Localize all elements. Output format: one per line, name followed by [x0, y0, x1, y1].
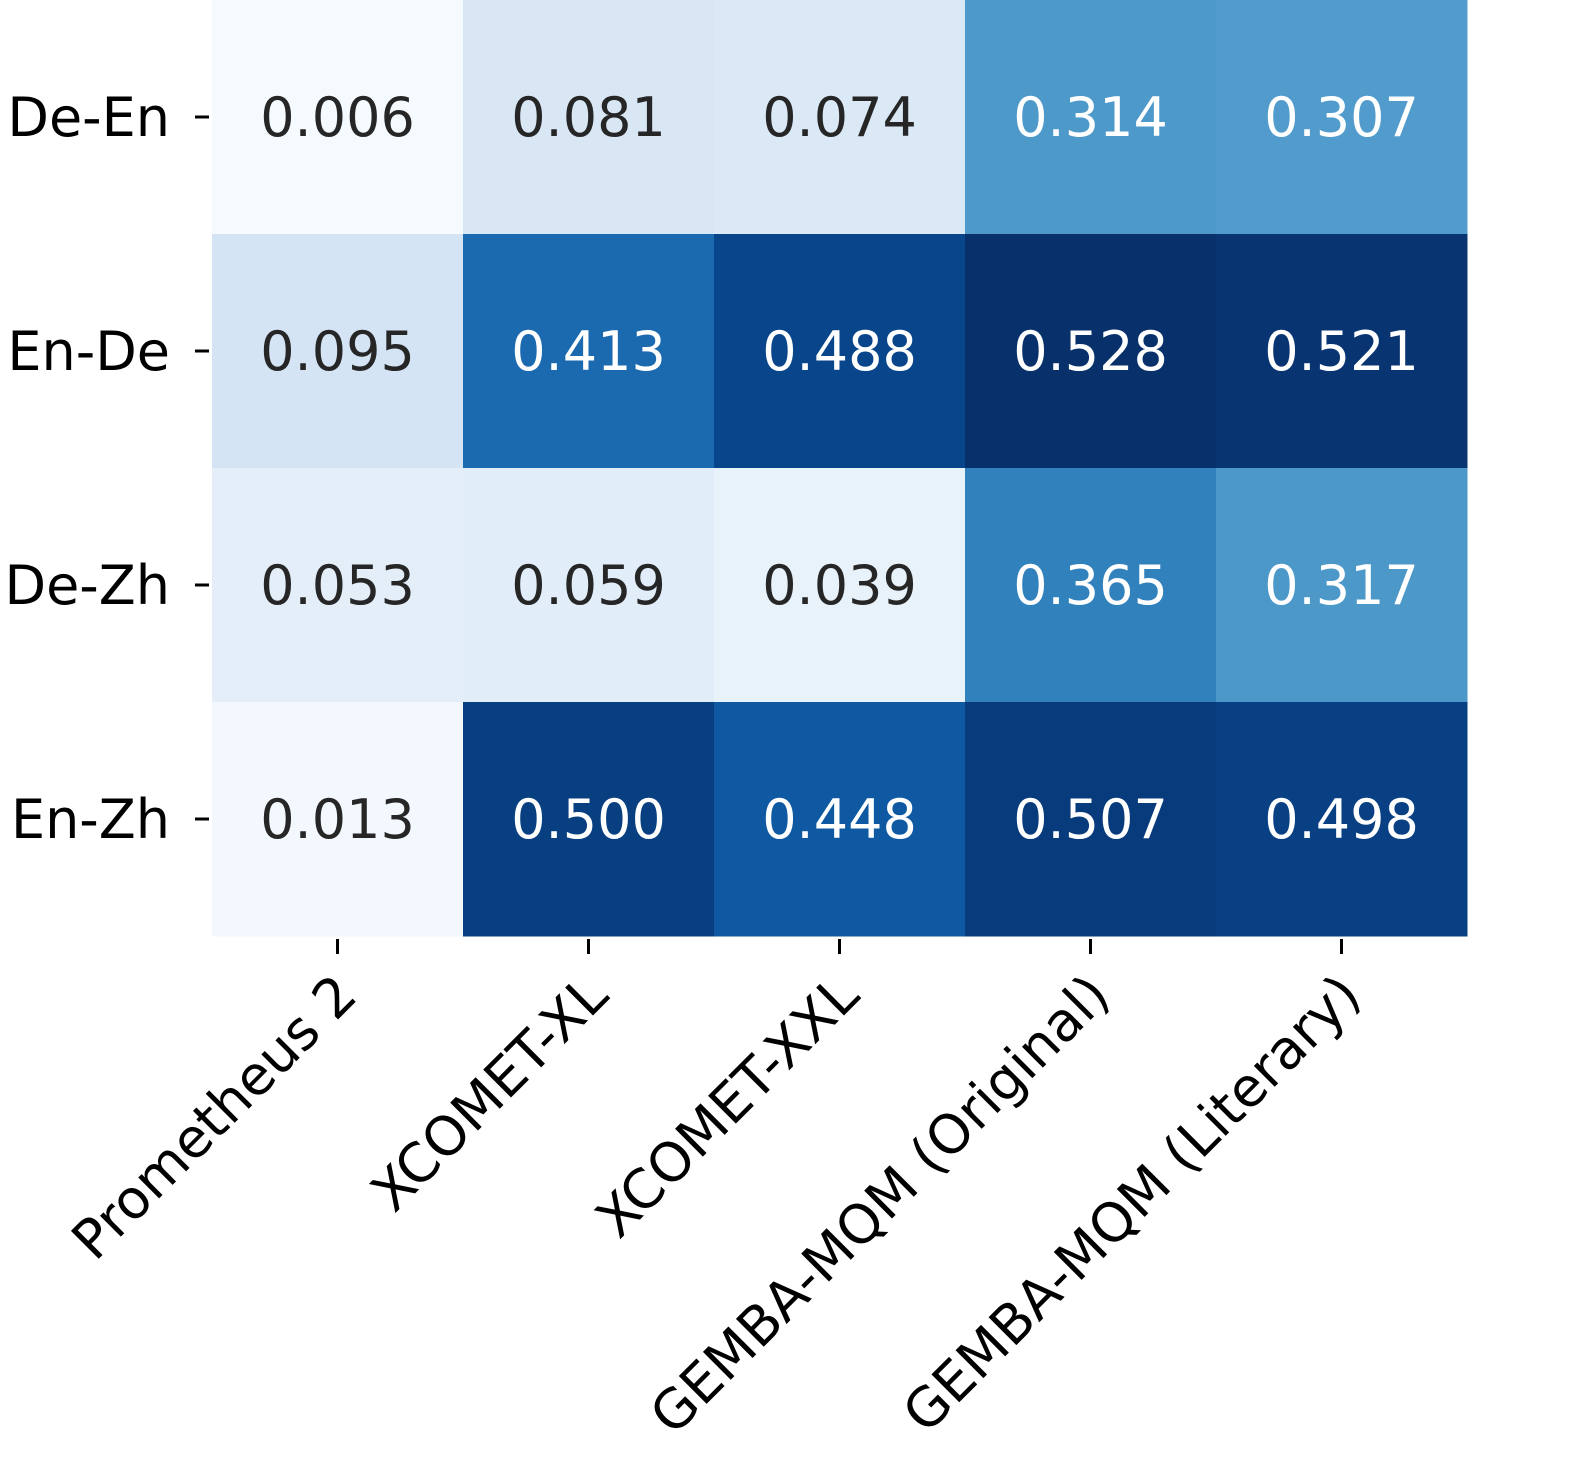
y-tick-label: En-Zh [11, 788, 170, 851]
cell-value-label: 0.314 [1013, 86, 1168, 149]
heatmap-cell [965, 702, 1217, 937]
heatmap-cell [714, 468, 966, 703]
y-tick-label: De-En [7, 86, 170, 149]
cell-value-label: 0.074 [762, 86, 917, 149]
cell-value-label: 0.081 [511, 86, 666, 149]
heatmap-cells [212, 0, 1468, 937]
heatmap-cell [965, 234, 1217, 469]
cell-value-label: 0.365 [1013, 554, 1168, 617]
cell-value-label: 0.317 [1264, 554, 1419, 617]
heatmap-cell [1216, 468, 1468, 703]
cell-value-label: 0.095 [260, 320, 415, 383]
x-tick-label: XCOMET-XL [359, 963, 620, 1224]
heatmap-cell [1216, 702, 1468, 937]
heatmap-cell [463, 702, 715, 937]
cell-value-label: 0.528 [1013, 320, 1168, 383]
heatmap-cell [714, 234, 966, 469]
cell-value-label: 0.059 [511, 554, 666, 617]
heatmap-cell [463, 234, 715, 469]
heatmap-cell [714, 0, 966, 235]
y-tick-label: De-Zh [4, 554, 170, 617]
x-tick-label: GEMBA-MQM (Original) [638, 963, 1122, 1447]
cell-value-label: 0.507 [1013, 788, 1168, 851]
y-axis: De-En En-De De-Zh En-Zh [4, 86, 209, 851]
cell-value-label: 0.448 [762, 788, 917, 851]
heatmap-cell [212, 234, 464, 469]
heatmap-cell [212, 468, 464, 703]
heatmap-cell [212, 702, 464, 937]
cell-value-label: 0.053 [260, 554, 415, 617]
x-tick-label: Prometheus 2 [60, 963, 369, 1272]
heatmap-cell [463, 0, 715, 235]
x-axis: Prometheus 2XCOMET-XLXCOMET-XXLGEMBA-MQM… [60, 939, 1373, 1446]
cell-value-label: 0.498 [1264, 788, 1419, 851]
heatmap-cell-labels: 0.006 0.081 0.074 0.314 0.307 0.095 0.413 0.488… [260, 86, 1419, 851]
heatmap-cell [212, 0, 464, 235]
cell-value-label: 0.006 [260, 86, 415, 149]
cell-value-label: 0.500 [511, 788, 666, 851]
heatmap-cell [965, 0, 1217, 235]
cell-value-label: 0.521 [1264, 320, 1419, 383]
heatmap-cell [965, 468, 1217, 703]
x-tick-label: XCOMET-XXL [584, 963, 871, 1250]
cell-value-label: 0.488 [762, 320, 917, 383]
x-tick-label: GEMBA-MQM (Literary) [891, 963, 1373, 1445]
heatmap-cell [1216, 234, 1468, 469]
cell-value-label: 0.307 [1264, 86, 1419, 149]
cell-value-label: 0.039 [762, 554, 917, 617]
cell-value-label: 0.413 [511, 320, 666, 383]
heatmap-cell [463, 468, 715, 703]
cell-value-label: 0.013 [260, 788, 415, 851]
heatmap-cell [714, 702, 966, 937]
y-tick-label: En-De [7, 320, 170, 383]
heatmap-cell [1216, 0, 1468, 235]
